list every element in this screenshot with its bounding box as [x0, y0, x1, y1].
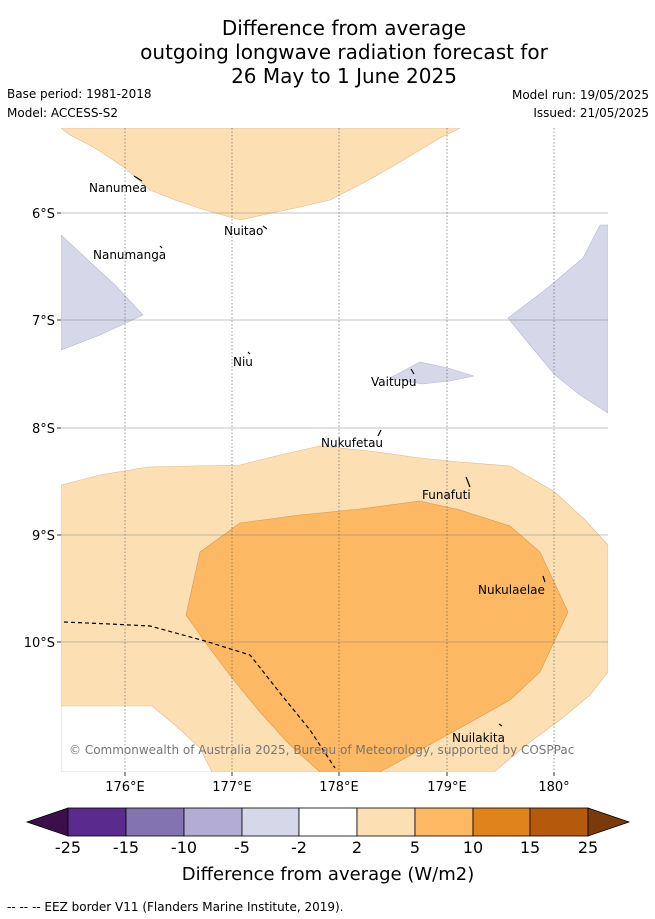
- colorbar-label-2: -10: [171, 838, 197, 857]
- colorbar-bin-4: [241, 807, 300, 837]
- colorbar-bin-9: [529, 807, 589, 837]
- y-tick-6s: 6°S: [32, 207, 55, 222]
- title-line-1: Difference from average: [221, 16, 467, 40]
- place-label-nanumea: Nanumea: [89, 181, 147, 195]
- y-tick-7s: 7°S: [32, 314, 55, 329]
- place-label-vaitupu: Vaitupu: [371, 375, 417, 389]
- colorbar-label-5: 2: [352, 838, 362, 857]
- place-label-funafuti: Funafuti: [422, 488, 471, 502]
- place-label-niu: Niu: [233, 355, 253, 369]
- anomaly-area-right-purple: [507, 224, 608, 414]
- colorbar-bin-7: [414, 807, 474, 837]
- map-title: Difference from average outgoing longwav…: [0, 16, 655, 88]
- colorbar-bin-8: [472, 807, 531, 837]
- colorbar-bin-2: [125, 807, 185, 837]
- x-tick-180: 180°: [538, 780, 569, 795]
- place-label-nukufetau: Nukufetau: [321, 436, 383, 450]
- anomaly-gap-bottom-left: [61, 705, 213, 772]
- colorbar-bin-3: [183, 807, 243, 837]
- place-label-nuilakita: Nuilakita: [452, 731, 505, 745]
- colorbar-label-9: 25: [578, 838, 598, 857]
- colorbar-bin-6: [356, 807, 416, 837]
- colorbar-title: Difference from average (W/m2): [182, 864, 474, 885]
- base-period: Base period: 1981-2018: [7, 87, 152, 101]
- anomaly-area-vaitupu-purple: [389, 361, 475, 385]
- eez-border-line: [63, 621, 336, 769]
- colorbar-label-6: 5: [410, 838, 420, 857]
- colorbar-bin-1: [67, 807, 127, 837]
- place-label-nanumanga: Nanumanga: [93, 248, 166, 262]
- issued-date: Issued: 21/05/2025: [533, 106, 649, 120]
- anomaly-area-top: [61, 128, 461, 221]
- place-label-nukulaelae: Nukulaelae: [478, 583, 545, 597]
- x-tick-176e: 176°E: [105, 780, 145, 795]
- colorbar-label-4: -2: [291, 838, 307, 857]
- colorbar-label-3: -5: [234, 838, 250, 857]
- copyright-text: © Commonwealth of Australia 2025, Bureau…: [69, 743, 574, 757]
- y-tick-9s: 9°S: [32, 529, 55, 544]
- colorbar-label-1: -15: [113, 838, 139, 857]
- colorbar-label-7: 10: [463, 838, 483, 857]
- anomaly-core: [185, 500, 569, 772]
- place-label-nuitao: Nuitao: [224, 224, 263, 238]
- colorbar-label-8: 15: [520, 838, 540, 857]
- colorbar-extend-high: [587, 807, 631, 837]
- colorbar-label-0: -25: [55, 838, 81, 857]
- anomaly-area-left-purple: [61, 234, 144, 351]
- model-name: Model: ACCESS-S2: [7, 106, 119, 120]
- colorbar-bin-5: [298, 807, 358, 837]
- colorbar-extend-low: [25, 807, 69, 837]
- y-tick-10s: 10°S: [24, 636, 55, 651]
- x-tick-177e: 177°E: [212, 780, 252, 795]
- eez-footnote: -- -- -- EEZ border V11 (Flanders Marine…: [7, 900, 344, 914]
- y-tick-8s: 8°S: [32, 422, 55, 437]
- axis-ticks: [57, 212, 555, 776]
- x-tick-179e: 179°E: [427, 780, 467, 795]
- model-run: Model run: 19/05/2025: [511, 88, 649, 102]
- map-plot: Nanumea Nuitao Nanumanga Niu Vaitupu Nuk…: [61, 128, 608, 772]
- x-tick-178e: 178°E: [319, 780, 359, 795]
- gridlines: [61, 212, 608, 643]
- title-line-3: 26 May to 1 June 2025: [231, 64, 457, 88]
- colorbar: [25, 807, 631, 837]
- title-line-2: outgoing longwave radiation forecast for: [140, 40, 548, 64]
- island-marks: [133, 175, 546, 727]
